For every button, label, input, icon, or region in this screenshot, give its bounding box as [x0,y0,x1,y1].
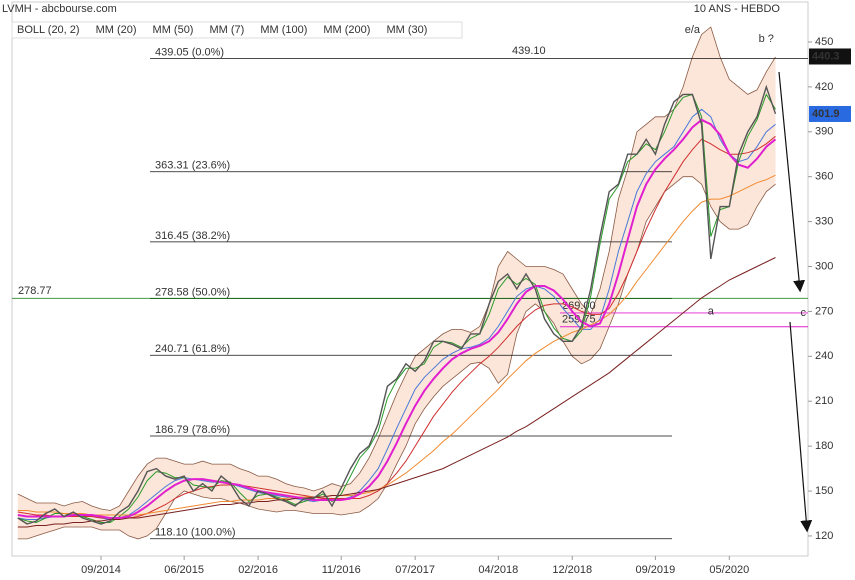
price-box [809,105,851,122]
y-tick-label: 210 [815,395,833,407]
x-tick-label: 11/2016 [322,564,361,576]
level-label: 278.77 [18,285,52,297]
y-tick-label: 120 [815,530,833,542]
bollinger-lower [17,176,776,540]
fib-label: 186.79 (78.6%) [155,424,230,436]
x-tick-label: 06/2015 [164,564,204,576]
x-tick-label: 04/2018 [478,564,518,576]
fib-label: 278.58 (50.0%) [155,286,230,298]
legend-entry: MM (7) [209,24,244,36]
bollinger-upper [17,26,776,511]
fib-label: 363.31 (23.6%) [155,160,230,172]
x-tick-label: 09/2014 [81,564,121,576]
wave-label: e/a [685,24,701,36]
y-tick-label: 420 [815,81,833,93]
legend-entry: MM (30) [386,24,427,36]
y-tick-label: 300 [815,260,833,272]
legend-entry: MM (50) [153,24,194,36]
legend-entry: BOLL (20, 2) [17,24,80,36]
y-tick-label: 390 [815,126,833,138]
ma-line [17,257,776,528]
price-box-label: 401.9 [812,108,840,120]
legend-entry: MM (20) [96,24,137,36]
x-tick-label: 05/2020 [709,564,749,576]
y-tick-label: 240 [815,350,833,362]
price-line [17,84,777,525]
x-tick-label: 12/2018 [552,564,592,576]
ma-line [17,108,776,521]
y-tick-label: 450 [815,36,833,48]
legend-entry: MM (200) [323,24,370,36]
legend-entry: MM (100) [260,24,307,36]
fib-label: 240.71 (61.8%) [155,343,230,355]
arrow [778,71,806,293]
legend-box [11,21,463,39]
wave-label: b ? [759,33,774,45]
y-tick-label: 330 [815,216,833,228]
fib-label: 439.05 (0.0%) [155,46,224,58]
fib-label: 316.45 (38.2%) [155,230,230,242]
chart-title: LVMH - abcbourse.com [2,3,117,15]
y-tick-label: 360 [815,171,833,183]
x-tick-label: 09/2019 [636,564,676,576]
price-box-label: 440.3 [812,50,840,62]
y-tick-label: 180 [815,440,833,452]
arrow [789,321,813,533]
chart-subtitle: 10 ANS - HEBDO [694,3,781,15]
plot-frame [11,1,809,557]
x-tick-label: 02/2016 [238,564,278,576]
ma-line [17,93,776,524]
price-box [809,48,851,65]
ma-line [17,174,776,516]
y-tick-label: 270 [815,305,833,317]
x-tick-label: 07/2017 [395,564,435,576]
high-label: 439.10 [512,45,546,57]
ma-line [17,118,777,519]
y-tick-label: 150 [815,485,833,497]
wave-label: c [800,307,806,319]
wave-label: a [708,305,715,317]
fib-label: 118.10 (100.0%) [155,527,236,539]
